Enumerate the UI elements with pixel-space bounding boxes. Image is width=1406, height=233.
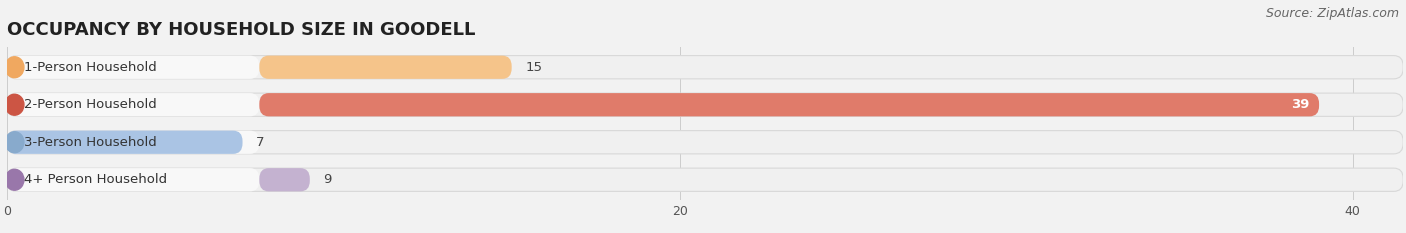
Circle shape	[6, 57, 24, 78]
FancyBboxPatch shape	[7, 93, 1403, 116]
Circle shape	[6, 169, 24, 190]
FancyBboxPatch shape	[7, 131, 242, 154]
FancyBboxPatch shape	[7, 168, 259, 191]
Circle shape	[6, 132, 24, 153]
Text: 15: 15	[524, 61, 543, 74]
Text: 7: 7	[256, 136, 264, 149]
Text: 3-Person Household: 3-Person Household	[24, 136, 156, 149]
Text: 39: 39	[1291, 98, 1309, 111]
Text: Source: ZipAtlas.com: Source: ZipAtlas.com	[1265, 7, 1399, 20]
FancyBboxPatch shape	[7, 131, 1403, 154]
FancyBboxPatch shape	[7, 93, 259, 116]
Text: 2-Person Household: 2-Person Household	[24, 98, 156, 111]
Text: 4+ Person Household: 4+ Person Household	[24, 173, 167, 186]
Text: OCCUPANCY BY HOUSEHOLD SIZE IN GOODELL: OCCUPANCY BY HOUSEHOLD SIZE IN GOODELL	[7, 21, 475, 39]
FancyBboxPatch shape	[7, 168, 1403, 191]
FancyBboxPatch shape	[259, 168, 309, 191]
FancyBboxPatch shape	[7, 131, 259, 154]
FancyBboxPatch shape	[7, 56, 1403, 79]
FancyBboxPatch shape	[259, 56, 512, 79]
Text: 1-Person Household: 1-Person Household	[24, 61, 156, 74]
FancyBboxPatch shape	[7, 56, 259, 79]
Circle shape	[6, 94, 24, 115]
FancyBboxPatch shape	[259, 93, 1319, 116]
Text: 9: 9	[323, 173, 332, 186]
